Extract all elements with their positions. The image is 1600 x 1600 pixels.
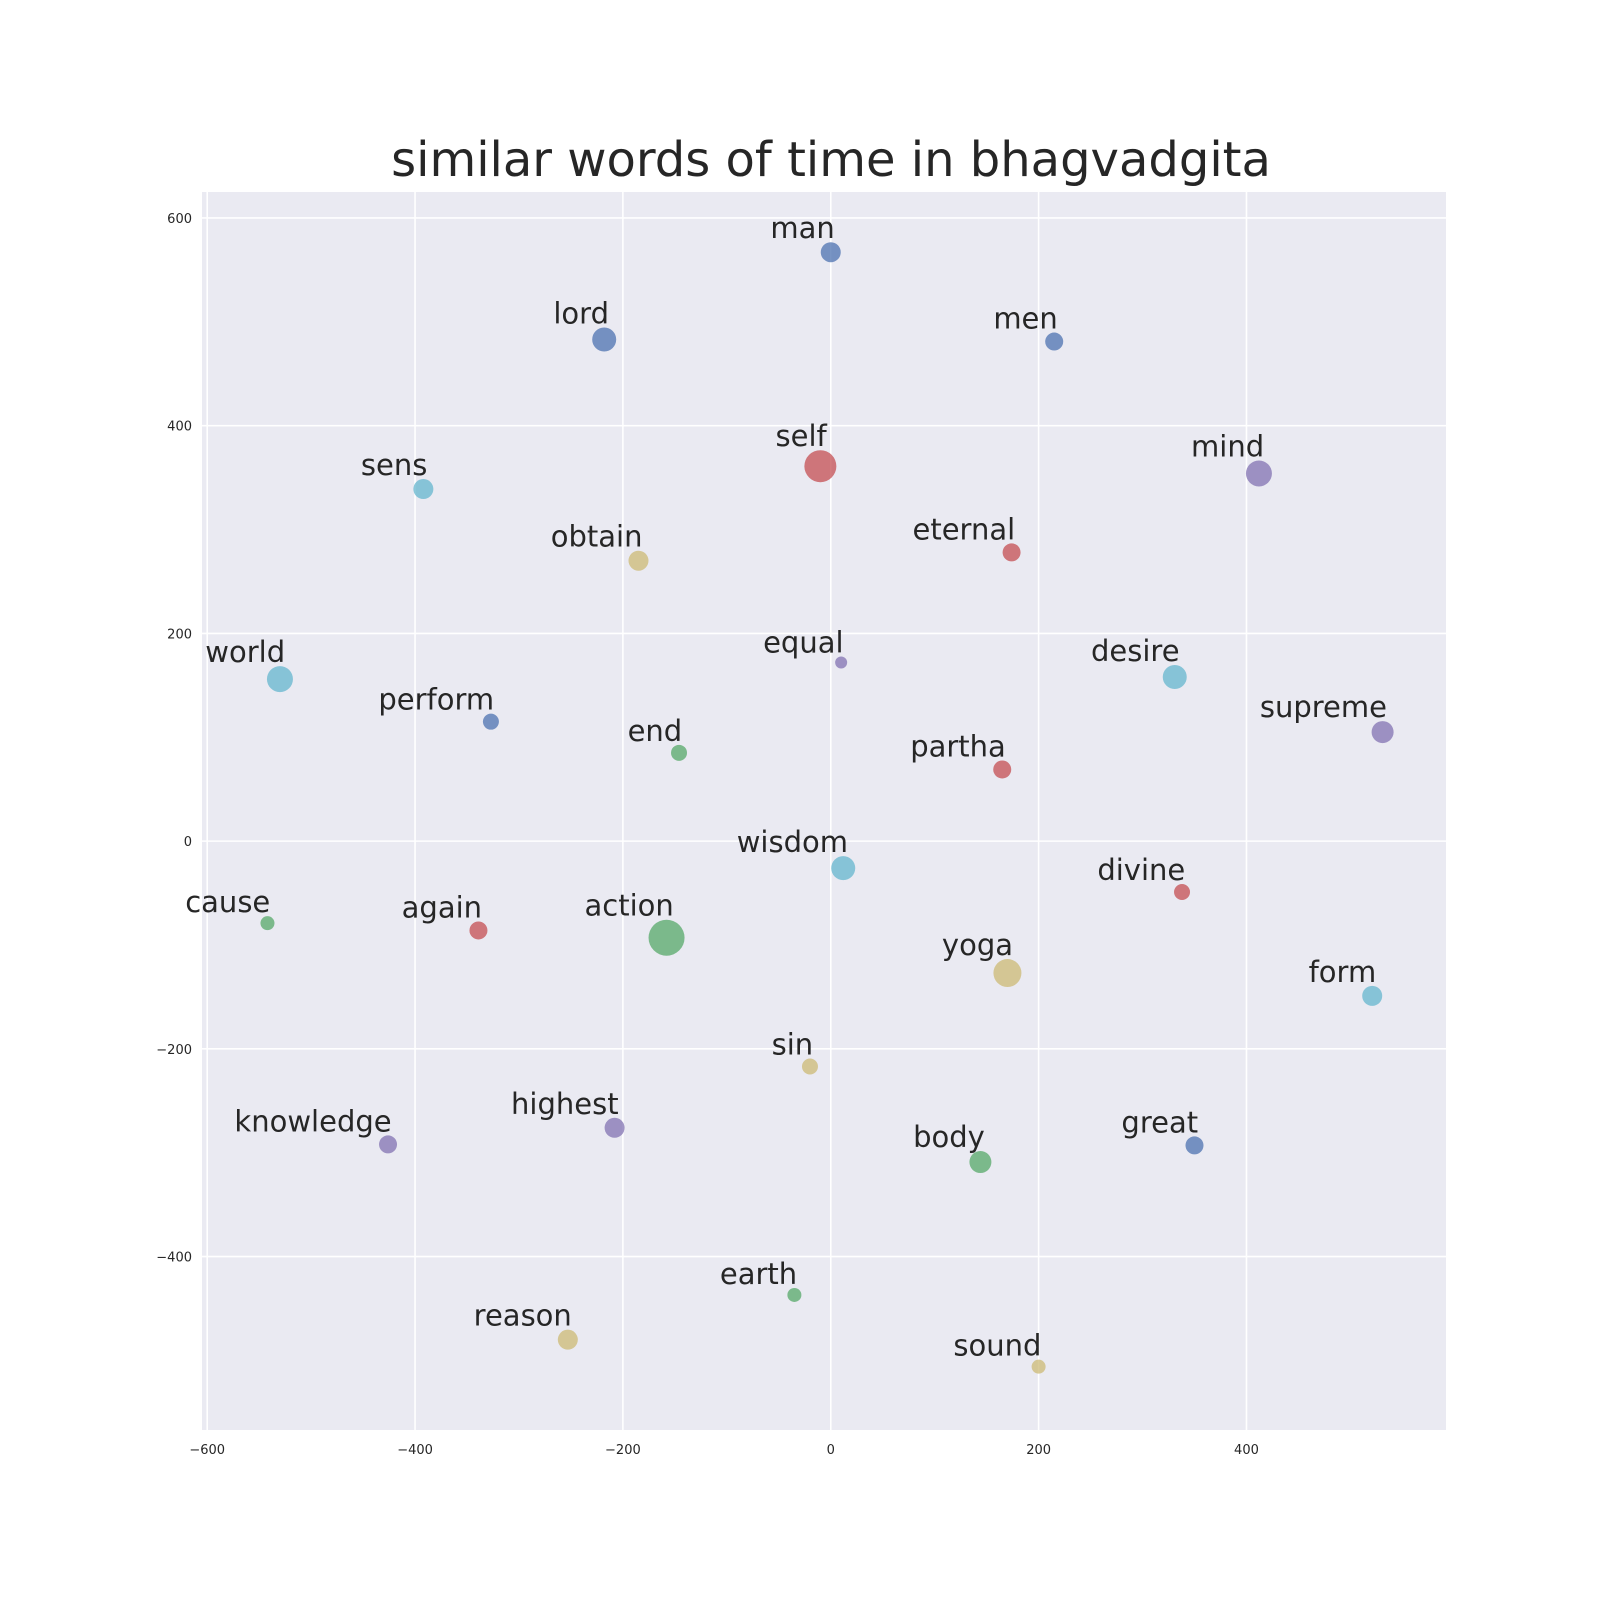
data-point-earth [787, 1287, 802, 1302]
point-label-form: form [1309, 955, 1377, 989]
x-tick-label: −200 [605, 1443, 641, 1458]
data-point-desire [1162, 665, 1187, 690]
y-tick-label: 200 [167, 627, 192, 642]
x-tick-label: −600 [189, 1443, 225, 1458]
data-point-obtain [628, 550, 649, 571]
y-axis-ticks: 600 400 200 0 −200 −400 [156, 212, 192, 1266]
x-tick-label: 200 [1026, 1443, 1051, 1458]
point-label-great: great [1121, 1105, 1198, 1139]
point-label-sens: sens [361, 448, 427, 482]
point-label-lord: lord [553, 296, 609, 330]
data-point-perform [482, 713, 499, 730]
data-point-sens [413, 479, 434, 500]
point-label-world: world [205, 635, 285, 669]
data-point-self [804, 450, 837, 483]
point-label-equal: equal [763, 625, 843, 659]
point-label-men: men [993, 302, 1057, 336]
data-point-eternal [1002, 543, 1021, 562]
point-label-eternal: eternal [912, 512, 1015, 546]
x-tick-label: 0 [827, 1443, 835, 1458]
data-point-action [648, 919, 685, 956]
plot-area [202, 192, 1446, 1430]
point-label-man: man [770, 211, 834, 245]
point-label-highest: highest [511, 1087, 619, 1121]
y-tick-label: 0 [184, 835, 192, 850]
point-label-desire: desire [1091, 634, 1180, 668]
chart-title: similar words of time in bhagvadgita [391, 132, 1271, 188]
grid-lines [202, 192, 1446, 1430]
data-point-mind [1245, 460, 1272, 487]
data-point-divine [1174, 884, 1191, 901]
data-point-world [266, 666, 293, 693]
point-label-yoga: yoga [942, 928, 1013, 962]
point-label-sound: sound [953, 1329, 1041, 1363]
data-point-sin [801, 1058, 818, 1075]
point-label-end: end [628, 714, 683, 748]
point-label-cause: cause [185, 885, 270, 919]
point-label-wisdom: wisdom [737, 825, 848, 859]
x-tick-label: 400 [1234, 1443, 1259, 1458]
y-tick-label: 400 [167, 420, 192, 435]
point-label-perform: perform [378, 683, 494, 717]
point-label-knowledge: knowledge [234, 1104, 391, 1138]
data-point-reason [557, 1329, 578, 1350]
data-point-body [969, 1151, 992, 1174]
y-tick-label: 600 [167, 212, 192, 227]
point-label-action: action [584, 889, 673, 923]
point-label-supreme: supreme [1260, 690, 1387, 724]
point-label-sin: sin [772, 1027, 814, 1061]
data-point-partha [993, 760, 1012, 779]
data-point-supreme [1371, 721, 1394, 744]
data-point-knowledge [379, 1135, 398, 1154]
point-label-divine: divine [1097, 853, 1185, 887]
x-axis-ticks: −600 −400 −200 0 200 400 [189, 1443, 1259, 1458]
point-label-self: self [776, 419, 828, 453]
data-point-great [1185, 1136, 1204, 1155]
data-point-wisdom [831, 856, 856, 881]
point-label-mind: mind [1191, 429, 1264, 463]
data-points [260, 242, 1394, 1374]
point-label-body: body [913, 1120, 985, 1154]
point-label-obtain: obtain [551, 520, 643, 554]
data-point-lord [592, 327, 617, 352]
point-label-reason: reason [474, 1299, 572, 1333]
data-point-cause [260, 916, 275, 931]
data-point-form [1362, 985, 1383, 1006]
data-point-yoga [993, 959, 1022, 988]
data-point-equal [835, 656, 848, 669]
point-label-earth: earth [720, 1257, 797, 1291]
data-point-sound [1031, 1359, 1046, 1374]
data-point-again [469, 921, 488, 940]
data-point-men [1045, 332, 1064, 351]
data-point-man [820, 242, 841, 263]
point-labels: man lord men self mind sens obtain eternal equal… [185, 211, 1387, 1362]
data-point-end [671, 744, 688, 761]
y-tick-label: −200 [156, 1043, 192, 1058]
x-tick-label: −400 [397, 1443, 433, 1458]
point-label-partha: partha [910, 729, 1006, 763]
point-label-again: again [402, 890, 482, 924]
y-tick-label: −400 [156, 1251, 192, 1266]
data-point-highest [604, 1117, 625, 1138]
